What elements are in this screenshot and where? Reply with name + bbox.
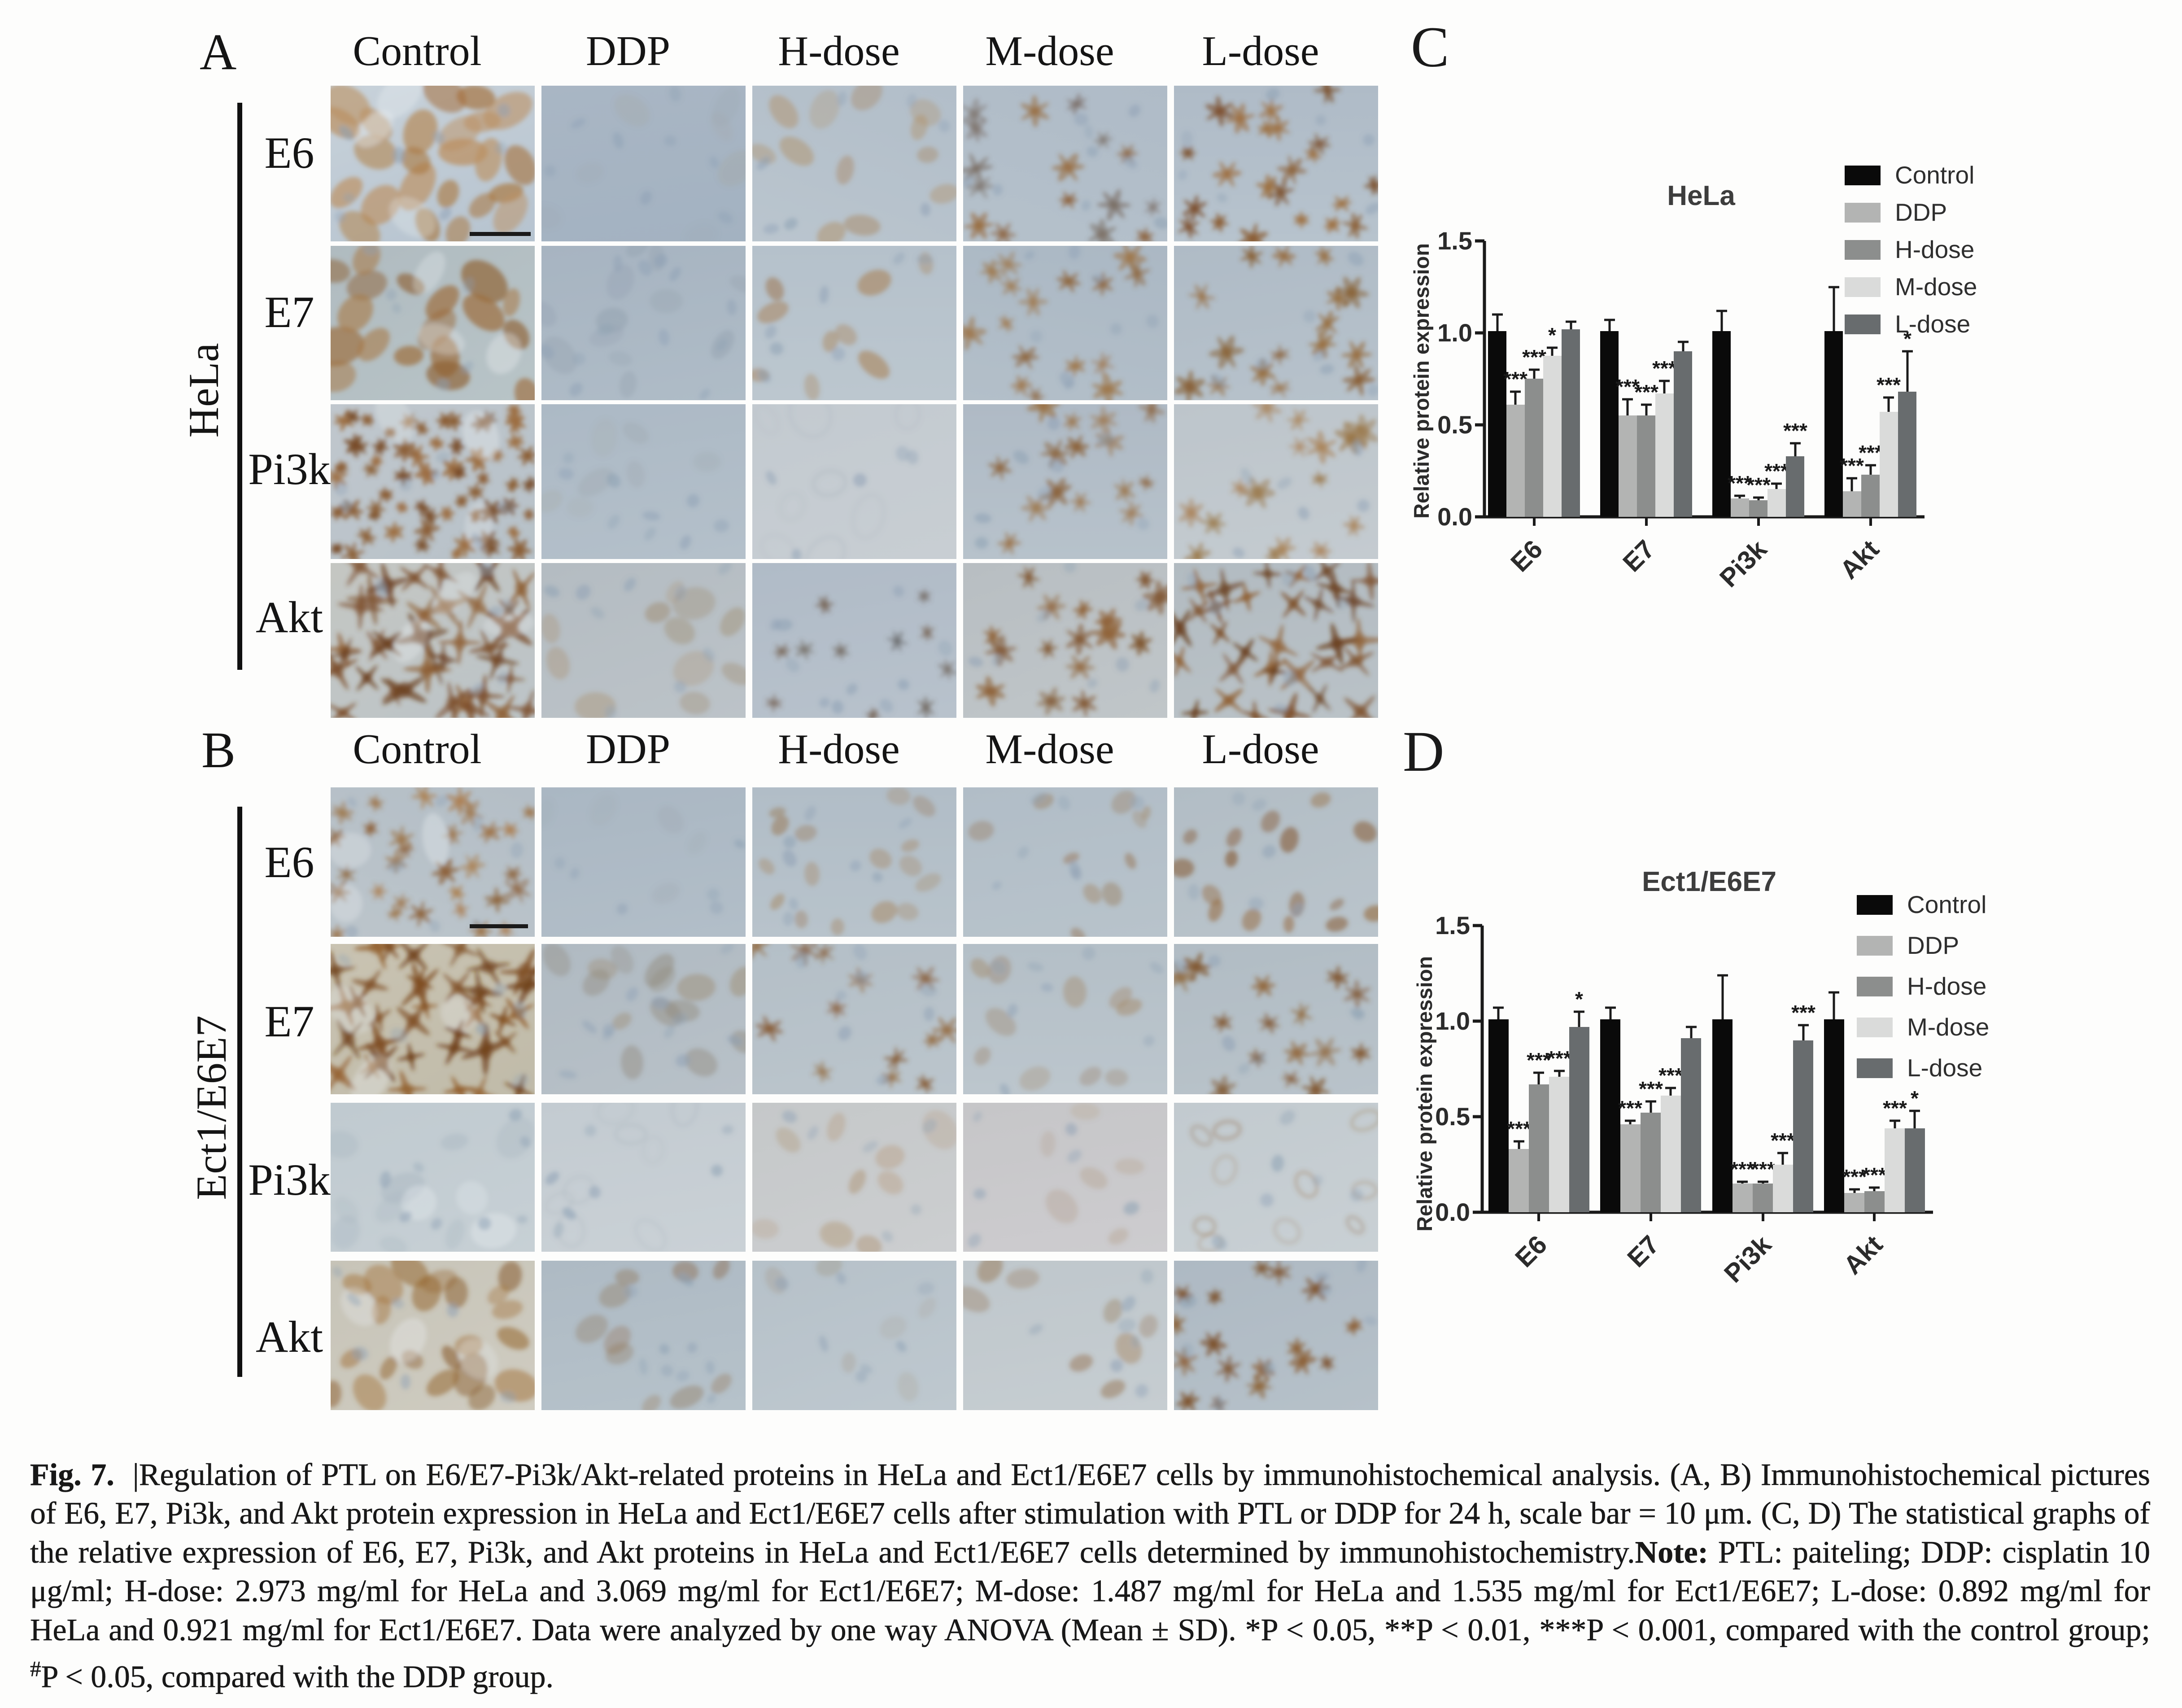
svg-text:0.0: 0.0 — [1437, 502, 1472, 531]
svg-text:***: *** — [1728, 472, 1752, 495]
svg-text:Akt: Akt — [1834, 534, 1885, 585]
svg-text:***: *** — [1771, 1129, 1795, 1152]
svg-text:***: *** — [1522, 345, 1546, 369]
svg-text:***: *** — [1618, 1096, 1642, 1120]
svg-text:***: *** — [1746, 473, 1771, 497]
svg-text:***: *** — [1615, 375, 1640, 398]
svg-text:***: *** — [1783, 419, 1807, 442]
svg-text:C: C — [1411, 15, 1449, 79]
svg-text:***: *** — [1791, 1001, 1815, 1024]
svg-text:***: *** — [1751, 1158, 1775, 1181]
svg-text:***: *** — [1634, 380, 1658, 404]
svg-text:*: * — [1911, 1087, 1919, 1110]
svg-text:0.5: 0.5 — [1437, 411, 1472, 439]
svg-text:HeLa: HeLa — [1667, 180, 1735, 211]
svg-text:1.0: 1.0 — [1435, 1007, 1470, 1035]
svg-text:L-dose: L-dose — [1907, 1054, 1982, 1082]
svg-text:Ect1/E6E7: Ect1/E6E7 — [1642, 866, 1776, 897]
svg-text:***: *** — [1842, 1165, 1867, 1188]
svg-text:Akt: Akt — [1838, 1230, 1888, 1280]
svg-text:E7: E7 — [1617, 534, 1660, 577]
svg-text:***: *** — [1547, 1047, 1571, 1070]
svg-text:***: *** — [1503, 367, 1527, 391]
svg-text:E6: E6 — [1505, 534, 1548, 577]
svg-text:DDP: DDP — [1907, 931, 1959, 959]
svg-text:Relative protein expression: Relative protein expression — [1413, 956, 1436, 1232]
svg-text:0.5: 0.5 — [1435, 1102, 1470, 1131]
svg-text:E6: E6 — [1510, 1230, 1553, 1273]
svg-text:***: *** — [1877, 373, 1901, 397]
svg-text:Control: Control — [1895, 161, 1974, 189]
svg-text:Control: Control — [1907, 891, 1986, 918]
svg-text:*: * — [1575, 987, 1583, 1011]
svg-text:***: *** — [1652, 357, 1676, 380]
svg-text:*: * — [1548, 323, 1556, 347]
svg-text:1.0: 1.0 — [1437, 319, 1472, 347]
svg-text:***: *** — [1883, 1096, 1907, 1120]
svg-text:***: *** — [1764, 459, 1789, 483]
svg-text:H-dose: H-dose — [1895, 236, 1974, 263]
svg-text:1.5: 1.5 — [1435, 911, 1470, 939]
svg-text:***: *** — [1527, 1048, 1551, 1072]
svg-text:L-dose: L-dose — [1895, 310, 1970, 338]
svg-text:Relative protein expression: Relative protein expression — [1410, 243, 1433, 519]
svg-text:H-dose: H-dose — [1907, 972, 1986, 1000]
svg-text:1.5: 1.5 — [1437, 227, 1472, 255]
svg-text:E7: E7 — [1622, 1230, 1665, 1273]
svg-text:***: *** — [1730, 1158, 1754, 1181]
svg-text:***: *** — [1840, 454, 1864, 477]
svg-text:M-dose: M-dose — [1895, 273, 1977, 301]
svg-text:Pi3k: Pi3k — [1714, 534, 1773, 593]
svg-text:*: * — [1903, 327, 1911, 350]
svg-text:M-dose: M-dose — [1907, 1013, 1989, 1041]
svg-text:***: *** — [1859, 441, 1883, 464]
svg-text:D: D — [1403, 720, 1444, 783]
svg-text:DDP: DDP — [1895, 198, 1947, 226]
svg-text:0.0: 0.0 — [1435, 1198, 1470, 1226]
svg-text:Pi3k: Pi3k — [1719, 1230, 1777, 1289]
svg-text:***: *** — [1639, 1077, 1663, 1101]
svg-text:***: *** — [1507, 1117, 1531, 1140]
svg-text:***: *** — [1658, 1064, 1683, 1087]
svg-text:***: *** — [1862, 1163, 1886, 1187]
